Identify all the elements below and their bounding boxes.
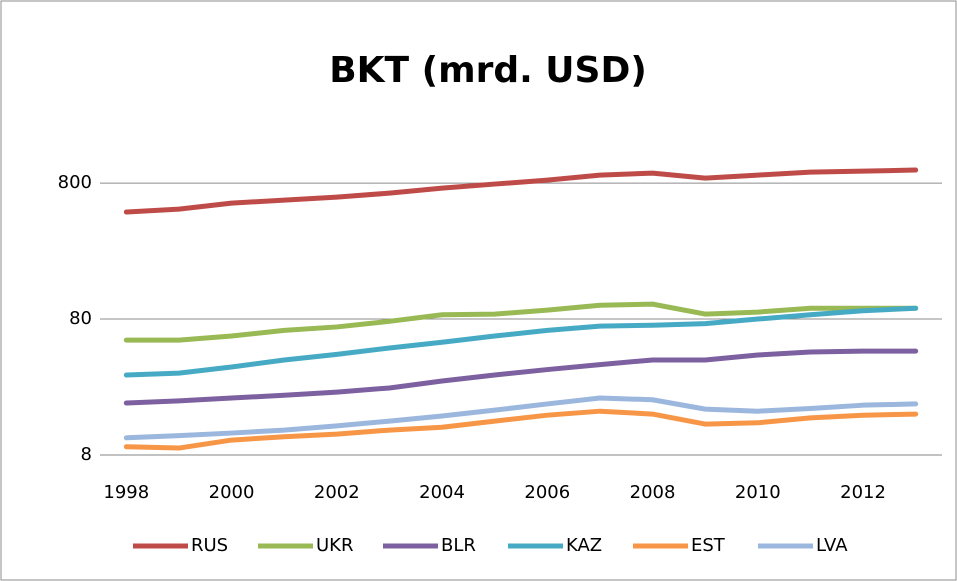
series-line [123, 305, 919, 378]
legend-label: KAZ [566, 535, 602, 556]
series-line [123, 167, 919, 215]
x-tick-label: 2004 [419, 482, 465, 503]
x-tick-label: 2000 [209, 482, 255, 503]
series-line [123, 301, 919, 343]
y-tick-label: 8 [81, 444, 92, 465]
x-tick-label: 2008 [630, 482, 676, 503]
x-tick-label: 2010 [735, 482, 781, 503]
y-tick-label: 800 [58, 172, 92, 193]
x-tick-label: 2002 [314, 482, 360, 503]
legend-label: BLR [441, 535, 476, 556]
x-tick-label: 2012 [840, 482, 886, 503]
series-line [123, 348, 919, 406]
series-line [123, 408, 919, 451]
x-tick-label: 2006 [524, 482, 570, 503]
legend-label: UKR [316, 535, 354, 556]
series-line [123, 395, 919, 441]
x-tick-label: 1998 [103, 482, 149, 503]
legend-label: LVA [816, 535, 848, 556]
chart-title: BKT (mrd. USD) [329, 50, 647, 91]
legend-label: RUS [191, 535, 228, 556]
y-tick-label: 80 [69, 308, 92, 329]
legend-label: EST [691, 535, 726, 556]
